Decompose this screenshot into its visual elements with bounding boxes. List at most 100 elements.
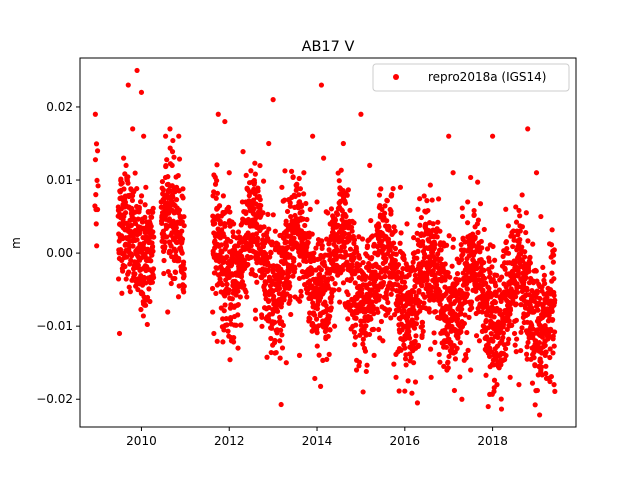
data-point xyxy=(454,271,461,277)
data-point xyxy=(485,306,491,312)
data-point xyxy=(221,327,227,333)
data-point xyxy=(121,186,127,192)
data-point xyxy=(429,197,435,203)
data-point xyxy=(527,254,533,260)
data-point xyxy=(260,178,267,184)
data-point xyxy=(379,206,385,212)
data-point xyxy=(257,196,263,203)
data-point xyxy=(380,246,386,252)
data-point xyxy=(298,203,305,209)
data-point xyxy=(391,224,397,230)
data-point xyxy=(130,126,136,132)
data-point xyxy=(347,207,353,213)
data-point xyxy=(180,186,186,192)
data-point xyxy=(235,301,241,308)
data-point xyxy=(471,207,477,214)
data-point xyxy=(495,334,501,341)
data-point xyxy=(221,233,227,239)
data-point xyxy=(459,396,465,402)
data-point xyxy=(396,388,402,394)
data-point xyxy=(443,344,450,350)
data-point xyxy=(531,355,537,361)
data-point xyxy=(248,168,254,174)
data-point xyxy=(327,327,333,333)
data-point xyxy=(214,162,220,168)
data-point xyxy=(307,206,313,212)
chart-title: AB17 V xyxy=(302,39,355,55)
data-point xyxy=(336,287,342,293)
data-point xyxy=(228,238,234,245)
data-point xyxy=(358,322,364,329)
data-point xyxy=(375,287,381,293)
data-point xyxy=(389,286,396,292)
data-point xyxy=(403,336,409,342)
data-point xyxy=(551,382,557,388)
data-point xyxy=(243,210,249,216)
data-point xyxy=(371,352,377,358)
data-point xyxy=(119,257,125,263)
legend-marker xyxy=(393,74,399,80)
data-point xyxy=(345,316,351,322)
data-point xyxy=(291,256,297,262)
data-point xyxy=(325,333,331,339)
data-point xyxy=(360,389,366,395)
data-point xyxy=(349,263,355,269)
x-tick-label: 2014 xyxy=(302,434,333,448)
data-point xyxy=(211,330,217,337)
data-point xyxy=(311,250,317,256)
data-point xyxy=(161,257,167,264)
data-point xyxy=(458,329,464,335)
data-point xyxy=(176,207,182,213)
data-point xyxy=(547,378,553,385)
data-point xyxy=(522,249,528,255)
data-point xyxy=(551,343,557,349)
data-point xyxy=(459,205,465,211)
data-point xyxy=(503,352,509,359)
data-point xyxy=(492,272,498,278)
data-point xyxy=(257,206,263,212)
data-point xyxy=(149,214,155,220)
data-point xyxy=(135,216,141,222)
data-point xyxy=(548,242,555,248)
data-point xyxy=(419,332,425,339)
data-point xyxy=(419,319,426,326)
data-point xyxy=(377,293,383,299)
data-point xyxy=(280,270,286,277)
data-point xyxy=(261,272,267,278)
data-point xyxy=(491,314,497,320)
data-point xyxy=(538,359,544,365)
data-point xyxy=(364,243,371,249)
data-point xyxy=(233,322,239,328)
data-point xyxy=(216,203,223,209)
data-point xyxy=(345,187,351,193)
data-point xyxy=(150,243,156,250)
data-point xyxy=(251,211,257,217)
data-point xyxy=(443,314,449,320)
data-point xyxy=(356,359,363,365)
data-point xyxy=(223,243,230,249)
data-point xyxy=(375,221,382,227)
data-point xyxy=(241,282,247,289)
data-point xyxy=(392,258,398,264)
data-point xyxy=(221,308,227,314)
data-point xyxy=(536,339,542,346)
data-point xyxy=(149,252,155,258)
data-point xyxy=(279,345,286,351)
data-point xyxy=(265,267,271,273)
data-point xyxy=(173,184,180,190)
data-point xyxy=(163,163,169,169)
data-point xyxy=(410,360,417,366)
data-point xyxy=(123,276,129,282)
data-point xyxy=(548,373,555,380)
data-point xyxy=(446,353,452,360)
data-point xyxy=(408,354,414,361)
data-point xyxy=(248,243,254,249)
data-point xyxy=(235,312,241,318)
data-point xyxy=(351,220,357,226)
data-point xyxy=(257,162,263,169)
data-point xyxy=(329,293,335,299)
data-point xyxy=(124,254,130,260)
data-point xyxy=(303,258,309,265)
data-point xyxy=(443,242,450,248)
data-point xyxy=(549,227,555,233)
